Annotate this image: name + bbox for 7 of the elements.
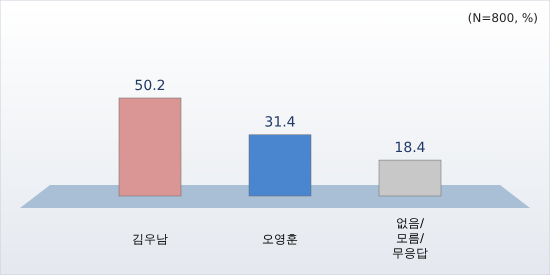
x-tick-label: 김우남	[132, 232, 168, 246]
x-tick-label: 오영훈	[262, 232, 298, 246]
x-tick-label: 없음/모름/무응답	[392, 216, 428, 260]
data-label: 18.4	[394, 140, 426, 156]
text: (N=800, %)	[468, 11, 538, 25]
data-label: 50.2	[134, 78, 166, 94]
data-label: 31.4	[264, 114, 296, 131]
